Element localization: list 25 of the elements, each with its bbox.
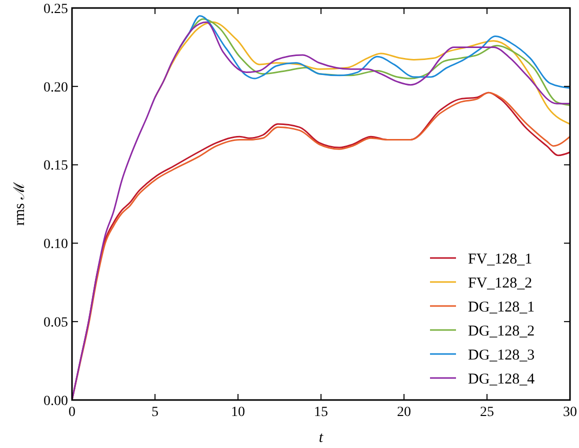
- line-series: [179, 15, 570, 89]
- legend-label: DG_128_4: [468, 371, 536, 388]
- legend-label: DG_128_2: [468, 323, 535, 340]
- legend-label: FV_128_2: [468, 275, 532, 292]
- y-tick-label: 0.20: [44, 80, 68, 96]
- x-tick-label: 10: [231, 405, 245, 420]
- legend-label: DG_128_3: [468, 347, 535, 364]
- legend-label: FV_128_1: [468, 251, 532, 268]
- line-series: [72, 92, 570, 400]
- x-axis-title: t: [318, 430, 324, 446]
- y-tick-label: 0.10: [44, 237, 68, 252]
- y-tick-label: 0.15: [44, 158, 68, 174]
- x-tick-label: 0: [68, 405, 76, 420]
- legend-label: DG_128_1: [468, 299, 535, 316]
- y-tick-label: 0.05: [44, 316, 68, 330]
- line-series: [72, 21, 570, 400]
- y-axis-title: rms ℳ: [12, 181, 28, 226]
- x-tick-label: 20: [397, 405, 411, 420]
- y-tick-label: 0.00: [44, 394, 68, 409]
- y-tick-label: 0.25: [44, 2, 68, 17]
- x-tick-label: 5: [152, 405, 158, 420]
- line-series: [154, 21, 570, 125]
- x-tick-label: 15: [314, 405, 328, 420]
- x-tick-label: 25: [480, 405, 494, 420]
- x-tick-label: 30: [563, 405, 577, 420]
